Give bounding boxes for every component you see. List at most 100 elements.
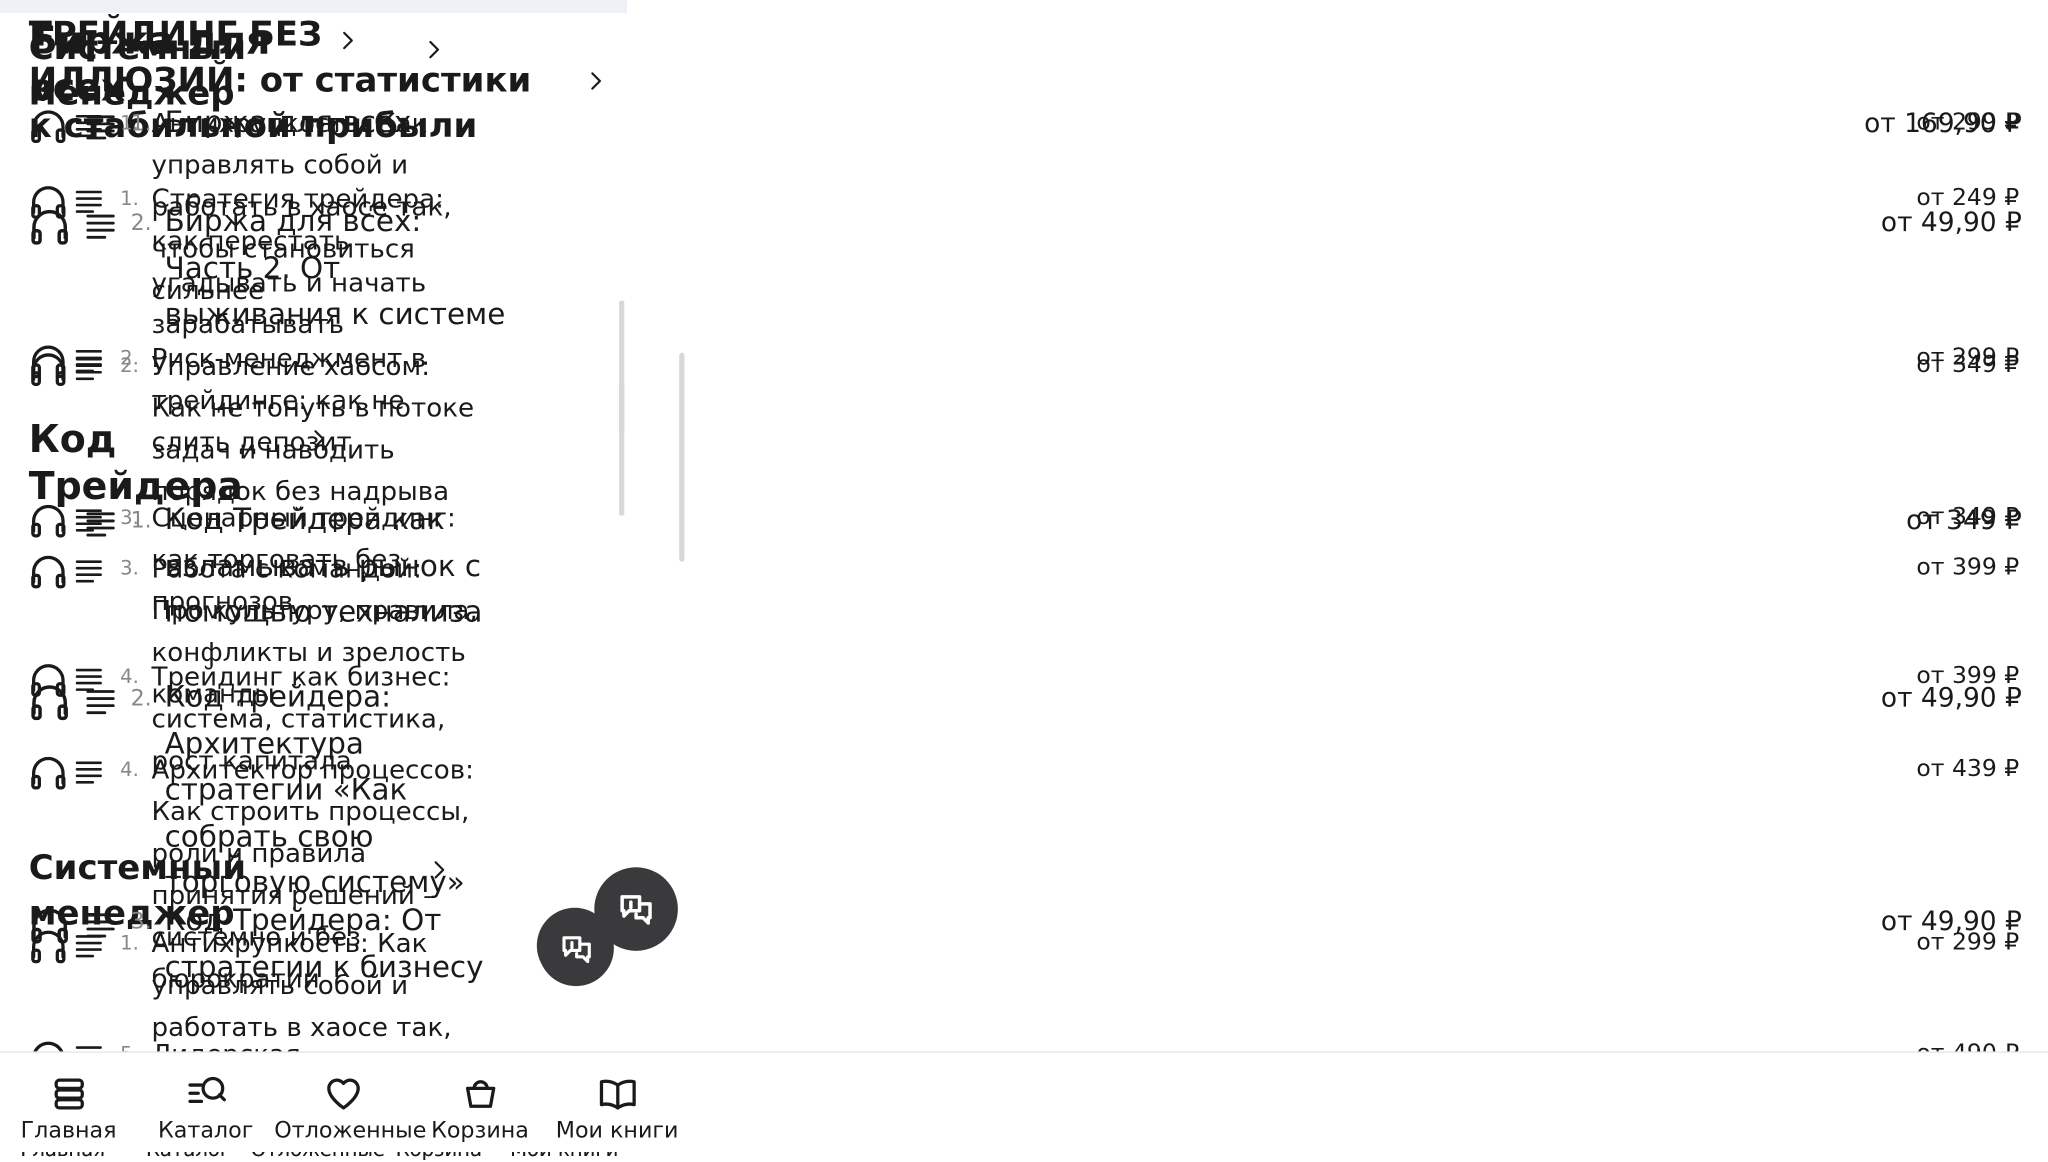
scrollbar <box>679 352 685 562</box>
text-icon-svg <box>75 560 102 583</box>
chat-button[interactable] <box>538 910 614 987</box>
item-price[interactable]: от 49,90 ₽ <box>1880 206 2022 238</box>
nav-item[interactable]: Главная <box>0 1053 137 1154</box>
item-title[interactable]: Работа с командой: Про культуру, правила… <box>151 552 478 710</box>
item-number: 1. <box>120 111 139 135</box>
item-title[interactable]: Трейдинг как бизнес: система, статистика… <box>151 660 451 776</box>
item-title[interactable]: Код Трейдера: От стратегии к бизнесу <box>164 903 484 985</box>
item-number: 4. <box>120 664 139 689</box>
item-price[interactable]: от 299 ₽ <box>1916 343 2020 371</box>
audio-icon <box>29 681 71 723</box>
chevron-svg <box>343 31 353 50</box>
item-price[interactable]: от 299 ₽ <box>1916 108 2020 136</box>
audio-icon <box>29 350 68 389</box>
nav-label: Отложенные <box>274 1118 427 1145</box>
section-title[interactable]: Системный менеджер <box>28 28 247 114</box>
text-icon <box>84 684 118 718</box>
nav-label: Каталог <box>158 1118 254 1145</box>
item-title[interactable]: Сценарный трейдинг: как торговать без пр… <box>151 501 456 617</box>
audio-icon-svg <box>31 685 68 720</box>
nav-icon <box>186 1074 226 1113</box>
audio-icon-svg <box>31 353 66 386</box>
item-number: 1. <box>120 186 139 211</box>
scrollbar <box>619 385 625 516</box>
item-title[interactable]: Архитектор процессов: Как строить процес… <box>151 753 474 994</box>
item-price[interactable]: от 249 ₽ <box>1916 184 2020 212</box>
text-icon-svg <box>86 913 115 938</box>
section-title[interactable]: ТРЕЙДИНГ БЕЗ ИЛЛЮЗИЙ: от статистики к ст… <box>28 15 532 147</box>
text-icon <box>84 209 118 243</box>
section-title[interactable]: Биржа для всех <box>28 18 271 110</box>
text-icon-svg <box>86 512 115 537</box>
chat-icon-svg <box>561 935 591 963</box>
item-price[interactable]: от 49,90 ₽ <box>1880 681 2022 714</box>
audio-icon-svg <box>31 756 66 790</box>
audio-icon <box>29 754 68 793</box>
text-icon-svg <box>75 509 102 532</box>
item-title[interactable]: Риск-менеджмент в трейдинге: как не слит… <box>151 342 427 458</box>
item-price[interactable]: от 299 ₽ <box>1916 928 2020 957</box>
item-price[interactable]: от 349 ₽ <box>1916 351 2020 379</box>
nav-icon-svg <box>53 1078 84 1110</box>
nav-item[interactable]: Мои книги <box>549 1053 686 1154</box>
nav-icon <box>323 1074 362 1113</box>
item-price[interactable]: от 349 ₽ <box>1906 504 2022 536</box>
item-title[interactable]: Биржа для всех: Часть 2. От выживания к … <box>164 205 506 332</box>
audio-icon-svg <box>31 555 66 589</box>
nav-item[interactable]: Каталог <box>137 1053 274 1154</box>
item-price[interactable]: от 439 ₽ <box>1916 754 2020 783</box>
item-price[interactable]: от 169,90 ₽ <box>1864 107 2022 139</box>
audio-icon-svg <box>31 930 66 964</box>
item-title[interactable]: Код Трейдера как взламывать рынок с помо… <box>164 502 483 630</box>
item-price[interactable]: от 349 ₽ <box>1916 502 2020 531</box>
text-icon <box>73 353 104 384</box>
nav-label: Мои книги <box>555 1118 679 1145</box>
chevron-svg <box>314 430 325 448</box>
item-number: 2. <box>120 346 139 370</box>
item-price[interactable]: от 399 ₽ <box>1916 553 2020 582</box>
item-price[interactable]: от 49,90 ₽ <box>1880 905 2022 937</box>
text-icon-svg <box>75 190 102 213</box>
nav-icon <box>598 1074 637 1113</box>
nav-icon-svg <box>599 1079 636 1110</box>
nav-item[interactable]: Корзина <box>411 1053 548 1154</box>
item-title[interactable]: Биржа для всех <box>164 105 412 140</box>
section-title[interactable]: Код Трейдера <box>28 416 243 509</box>
item-number: 2. <box>130 208 152 236</box>
item-price[interactable]: от 399 ₽ <box>1916 662 2020 690</box>
audio-icon <box>29 502 68 541</box>
section-title[interactable]: Системный менеджер <box>28 848 247 934</box>
chat-icon <box>615 888 657 930</box>
item-title[interactable]: Код трейдера: Архитектура стратегии «Как… <box>164 680 465 900</box>
item-number: 4. <box>120 757 139 782</box>
content: Системный менеджер 1. Антихрупкость: Как у… <box>28 28 2020 1074</box>
top-bar <box>0 0 627 14</box>
item-title[interactable]: Антихрупкость: Как управлять собой и раб… <box>151 107 452 306</box>
text-icon <box>73 756 104 787</box>
text-icon-svg <box>75 357 102 381</box>
text-icon-svg <box>86 115 115 140</box>
chat-button[interactable] <box>594 867 678 951</box>
item-title[interactable]: Управление хаосом: Как не тонуть в поток… <box>151 350 475 507</box>
text-icon <box>73 555 104 586</box>
item-number: 3. <box>120 556 139 580</box>
audio-icon <box>29 206 71 248</box>
text-icon <box>84 907 118 941</box>
item-number: 3. <box>130 907 152 934</box>
text-icon-svg <box>86 689 115 714</box>
text-icon-svg <box>86 214 115 239</box>
chevron-svg <box>591 72 602 90</box>
text-icon <box>84 506 118 540</box>
audio-icon <box>29 905 71 947</box>
nav-icon-svg <box>326 1078 360 1110</box>
text-icon <box>73 504 104 535</box>
scrollbar <box>619 300 625 432</box>
chevron <box>306 426 332 452</box>
nav-icon <box>460 1074 499 1113</box>
item-title[interactable]: Стратегия трейдера: как перестать угадыв… <box>151 182 444 340</box>
nav-icon-svg <box>187 1076 226 1104</box>
nav-item[interactable]: Отложенные <box>274 1053 427 1154</box>
text-icon-svg <box>75 668 102 691</box>
